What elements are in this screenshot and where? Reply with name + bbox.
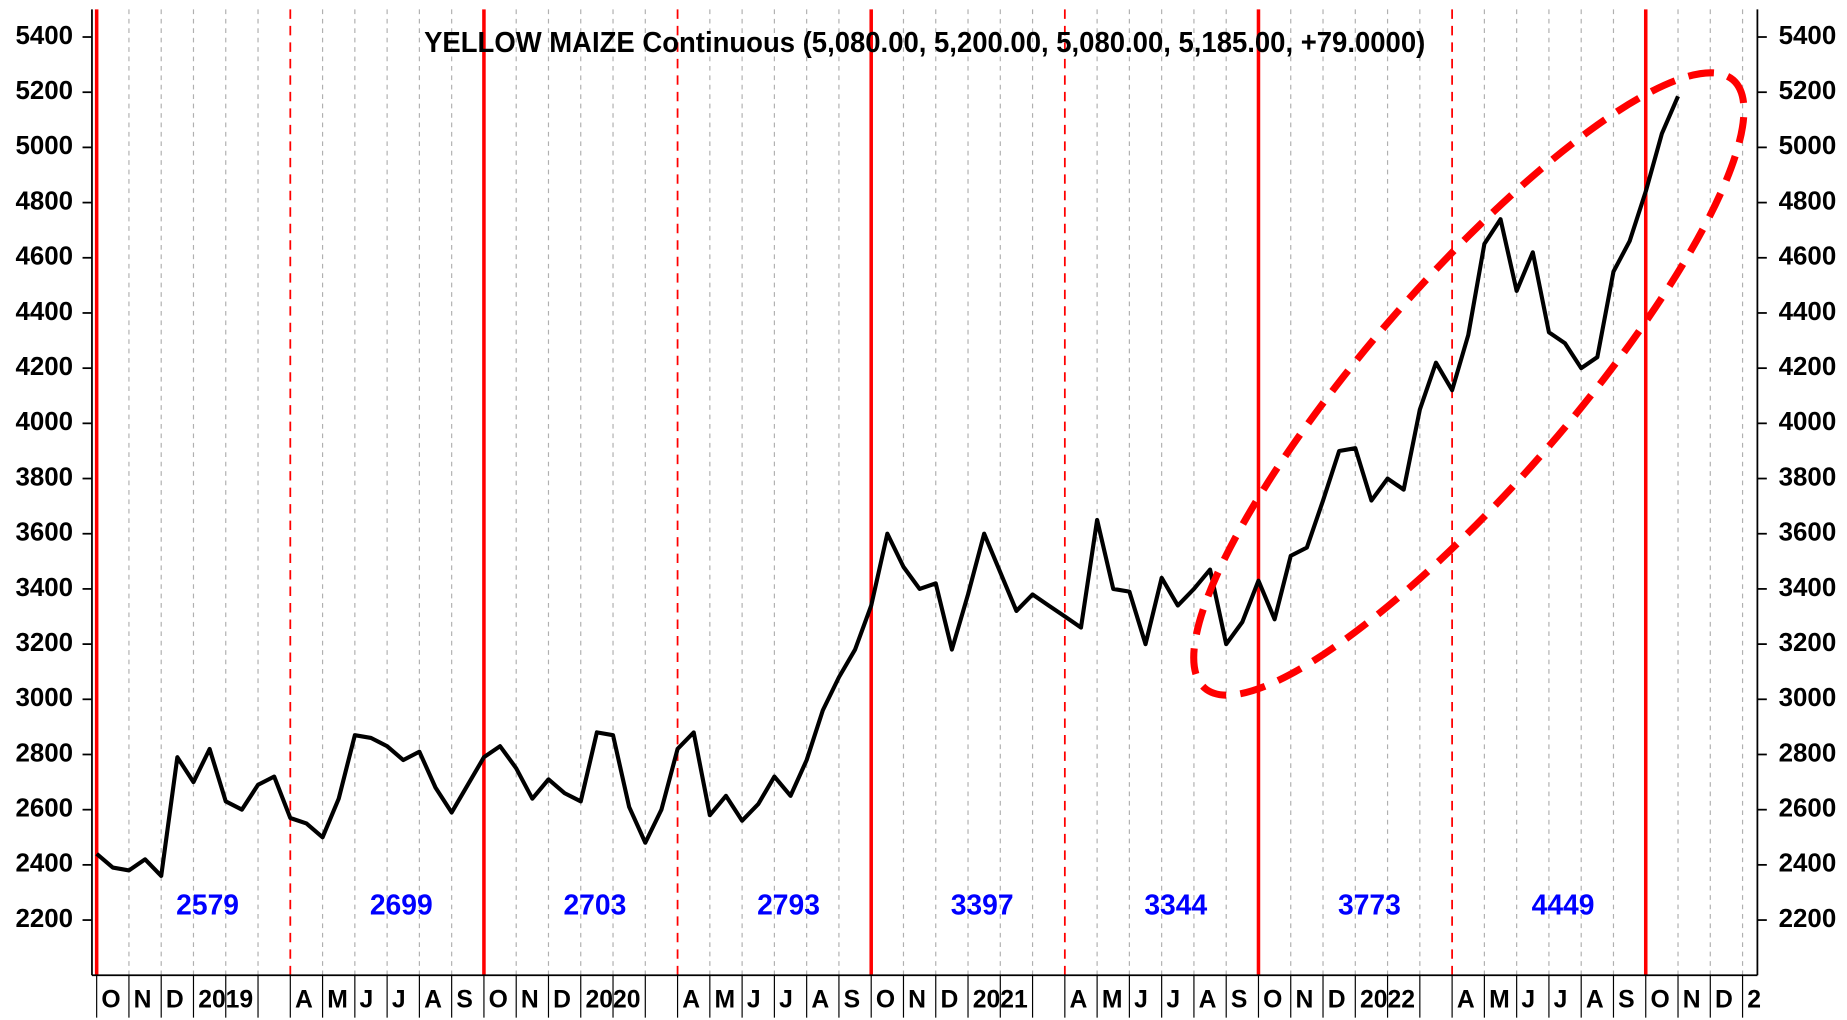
y-tick-label: 2600 bbox=[15, 795, 73, 823]
x-tick-label: O bbox=[1650, 987, 1669, 1014]
y-tick-label: 5400 bbox=[15, 22, 73, 50]
y-tick-label: 2400 bbox=[15, 850, 73, 878]
x-tick-label: S bbox=[456, 987, 473, 1014]
period-average: 2703 bbox=[563, 888, 626, 920]
x-tick-label: S bbox=[844, 987, 861, 1014]
y-tick-label: 4200 bbox=[15, 353, 73, 381]
y-tick-label: 3400 bbox=[15, 574, 73, 602]
x-tick-label: D bbox=[1328, 987, 1346, 1014]
x-tick-label: M bbox=[1102, 987, 1123, 1014]
x-tick-label: J bbox=[1554, 987, 1568, 1014]
y-tick-label: 4800 bbox=[15, 187, 73, 215]
x-tick-label: O bbox=[1263, 987, 1282, 1014]
x-tick-label: D bbox=[166, 987, 184, 1014]
x-tick-label: A bbox=[811, 987, 829, 1014]
y-tick-label-right: 2600 bbox=[1779, 795, 1837, 823]
x-tick-label: A bbox=[1199, 987, 1217, 1014]
y-tick-label-right: 2200 bbox=[1779, 905, 1837, 933]
x-tick-label: D bbox=[940, 987, 958, 1014]
y-tick-label: 3800 bbox=[15, 463, 73, 491]
x-tick-label: J bbox=[392, 987, 406, 1014]
x-tick-label: N bbox=[521, 987, 539, 1014]
x-tick-label: A bbox=[295, 987, 313, 1014]
x-tick-label: N bbox=[1683, 987, 1701, 1014]
y-tick-label-right: 3200 bbox=[1779, 629, 1837, 657]
x-tick-label: S bbox=[1231, 987, 1247, 1014]
y-tick-label-right: 5400 bbox=[1779, 22, 1837, 50]
period-average: 3344 bbox=[1144, 888, 1207, 920]
x-tick-label: J bbox=[747, 987, 761, 1014]
x-tick-label: N bbox=[134, 987, 152, 1014]
x-tick-label: D bbox=[1715, 987, 1733, 1014]
y-tick-label: 3000 bbox=[15, 684, 73, 712]
x-tick-label: M bbox=[715, 987, 736, 1014]
x-tick-label: O bbox=[101, 987, 120, 1014]
period-average: 2579 bbox=[176, 888, 239, 920]
period-average: 3773 bbox=[1338, 888, 1401, 920]
y-tick-label-right: 5200 bbox=[1779, 77, 1837, 105]
y-tick-label-right: 2800 bbox=[1779, 739, 1837, 767]
x-tick-label: S bbox=[1618, 987, 1634, 1014]
period-average: 3397 bbox=[951, 888, 1014, 920]
x-tick-label: D bbox=[553, 987, 571, 1014]
y-tick-label-right: 4600 bbox=[1779, 243, 1837, 271]
chart-title: YELLOW MAIZE Continuous (5,080.00, 5,200… bbox=[424, 26, 1425, 58]
x-tick-label: A bbox=[1070, 987, 1088, 1014]
y-tick-label-right: 3600 bbox=[1779, 519, 1837, 547]
y-tick-label-right: 4800 bbox=[1779, 187, 1837, 215]
y-tick-label: 4600 bbox=[15, 243, 73, 271]
y-tick-label: 3200 bbox=[15, 629, 73, 657]
period-average: 2793 bbox=[757, 888, 820, 920]
x-tick-label: O bbox=[489, 987, 508, 1014]
x-tick-label: J bbox=[1134, 987, 1148, 1014]
y-tick-label: 4400 bbox=[15, 298, 73, 326]
x-tick-label: M bbox=[1489, 987, 1510, 1014]
y-tick-label: 5000 bbox=[15, 132, 73, 160]
y-tick-label-right: 4400 bbox=[1779, 298, 1837, 326]
y-tick-label-right: 3000 bbox=[1779, 684, 1837, 712]
x-tick-label: M bbox=[327, 987, 348, 1014]
highlight-ellipse bbox=[1190, 69, 1748, 699]
y-tick-label-right: 2400 bbox=[1779, 850, 1837, 878]
y-tick-label-right: 3800 bbox=[1779, 463, 1837, 491]
x-tick-label: A bbox=[1586, 987, 1604, 1014]
y-tick-label-right: 4000 bbox=[1779, 408, 1837, 436]
period-average: 4449 bbox=[1532, 888, 1595, 920]
x-tick-label: 2 bbox=[1747, 987, 1761, 1014]
x-tick-label: N bbox=[1295, 987, 1313, 1014]
y-tick-label-right: 5000 bbox=[1779, 132, 1837, 160]
y-tick-label: 3600 bbox=[15, 519, 73, 547]
x-tick-label: A bbox=[682, 987, 700, 1014]
y-tick-label: 2800 bbox=[15, 739, 73, 767]
price-line bbox=[95, 95, 1680, 879]
y-tick-label: 2200 bbox=[15, 905, 73, 933]
x-tick-label: J bbox=[1166, 987, 1180, 1014]
x-tick-label: J bbox=[360, 987, 374, 1014]
x-tick-label: A bbox=[424, 987, 442, 1014]
y-tick-label: 4000 bbox=[15, 408, 73, 436]
x-tick-label: J bbox=[1521, 987, 1535, 1014]
period-average: 2699 bbox=[370, 888, 433, 920]
x-tick-label: J bbox=[779, 987, 793, 1014]
x-tick-label: O bbox=[876, 987, 895, 1014]
x-tick-label: N bbox=[908, 987, 926, 1014]
y-tick-label-right: 3400 bbox=[1779, 574, 1837, 602]
y-tick-label: 5200 bbox=[15, 77, 73, 105]
x-tick-label: A bbox=[1457, 987, 1475, 1014]
y-tick-label-right: 4200 bbox=[1779, 353, 1837, 381]
